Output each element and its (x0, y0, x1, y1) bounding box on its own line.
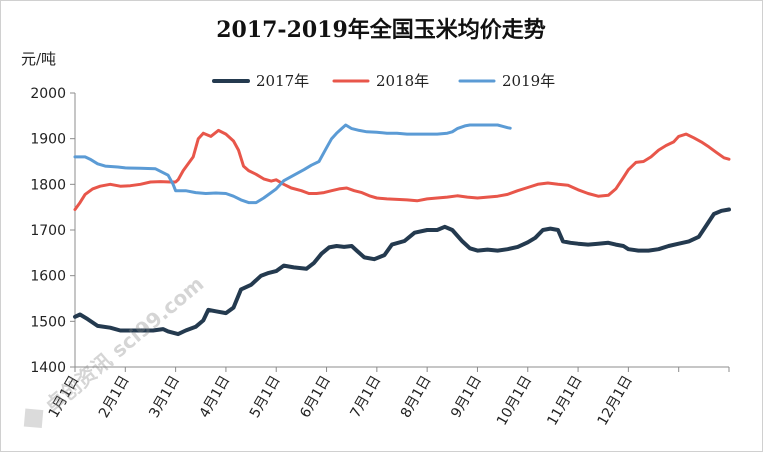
series-layer (73, 123, 731, 337)
watermark-text: 卓创资讯 sci99.com (40, 271, 208, 418)
y-axis-label: 元/吨 (21, 50, 56, 68)
chart-title: 2017-2019年全国玉米均价走势 (216, 17, 546, 43)
x-tick-label: 9月1日 (448, 373, 485, 421)
chart-legend: 2017年 2018年 2019年 (212, 72, 555, 90)
x-tick-label: 4月1日 (197, 373, 234, 421)
y-tick-label: 1500 (30, 314, 66, 330)
y-axis: 1400 1500 1600 1700 1800 1900 2000 (30, 86, 76, 376)
x-tick-label: 11月1日 (544, 373, 585, 428)
legend-label: 2019年 (502, 72, 555, 90)
x-tick-label: 10月1日 (494, 373, 535, 428)
x-tick-label: 5月1日 (247, 373, 284, 421)
y-tick-label: 2000 (30, 86, 66, 102)
y-tick-label: 1600 (30, 269, 66, 285)
legend-label: 2017年 (256, 72, 309, 90)
x-tick-label: 7月1日 (348, 373, 385, 421)
x-axis: 1月1日 2月1日 3月1日 4月1日 5月1日 6月1日 7月1日 8月1日 9月1日 10月1… (46, 366, 730, 428)
y-tick-label: 1900 (30, 132, 66, 148)
x-tick-label: 8月1日 (398, 373, 435, 421)
x-tick-label: 6月1日 (297, 373, 334, 421)
x-tick-label: 2月1日 (96, 373, 133, 421)
series-line-1 (73, 207, 731, 337)
y-tick-label: 1400 (30, 360, 66, 376)
y-tick-label: 1800 (30, 177, 66, 193)
series-line-3 (73, 123, 512, 205)
legend-label: 2018年 (376, 72, 429, 90)
x-tick-label: 3月1日 (146, 373, 183, 421)
x-tick-label: 12月1日 (595, 373, 636, 428)
y-tick-label: 1700 (30, 223, 66, 239)
series-line-2 (73, 128, 731, 211)
